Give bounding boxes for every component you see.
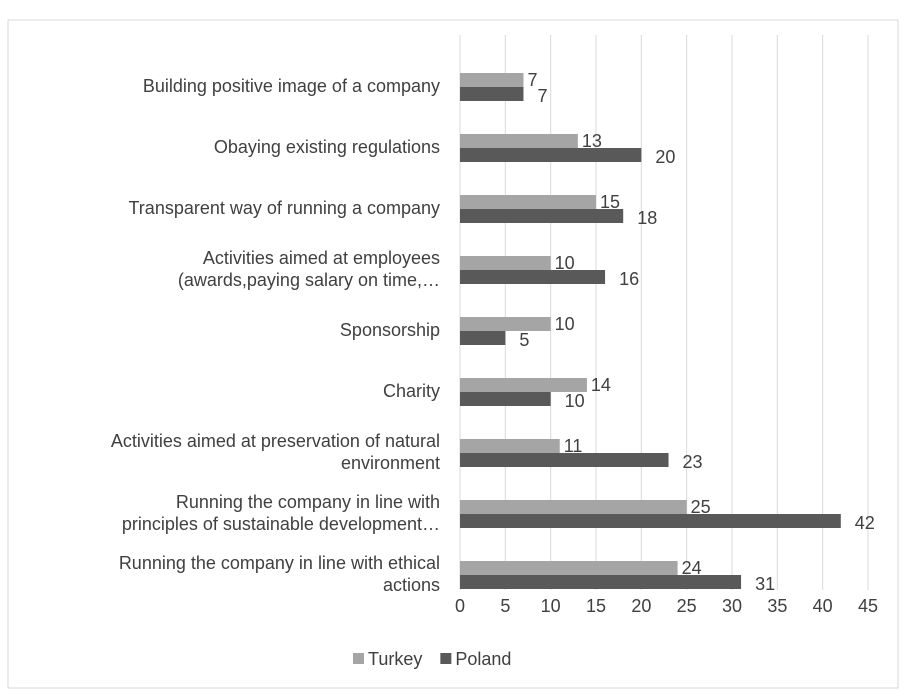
data-label: 7 [537,86,547,106]
data-label: 31 [755,574,775,594]
data-label: 25 [691,497,711,517]
x-tick-label: 45 [858,596,878,616]
bar [460,209,624,223]
bar [460,134,578,148]
x-tick-label: 30 [722,596,742,616]
bar [460,514,841,528]
data-label: 16 [619,269,639,289]
bar [460,439,560,453]
data-label: 7 [527,70,537,90]
data-label: 42 [855,513,875,533]
y-tick-label: Running the company in line with ethical… [119,553,440,595]
y-tick-label: Transparent way of running a company [128,198,440,218]
chart-frame [7,19,899,689]
data-label: 18 [637,208,657,228]
y-tick-label: Charity [383,381,440,401]
bar [460,270,606,284]
data-label: 23 [683,452,703,472]
y-tick-label: Activities aimed at employees (awards,pay… [178,248,440,290]
y-tick-label: Building positive image of a company [143,76,440,96]
y-tick-label: Activities aimed at preservation of natu… [111,431,440,473]
data-label: 15 [600,192,620,212]
bar [460,256,551,270]
bar [460,453,669,467]
bar [460,73,524,87]
bar [460,575,742,589]
x-tick-label: 25 [677,596,697,616]
x-tick-label: 15 [586,596,606,616]
x-tick-label: 35 [767,596,787,616]
x-tick-label: 40 [813,596,833,616]
bar [460,148,642,162]
bar [460,392,551,406]
data-label: 24 [682,558,702,578]
legend-label: Turkey [368,649,422,669]
data-label: 10 [565,391,585,411]
bar [460,195,596,209]
legend-label: Poland [455,649,511,669]
x-tick-label: 5 [500,596,510,616]
data-label: 13 [582,131,602,151]
data-label: 20 [655,147,675,167]
bar [460,500,687,514]
y-tick-label: Sponsorship [340,320,440,340]
x-tick-label: 20 [631,596,651,616]
y-tick-label: Obaying existing regulations [214,137,440,157]
legend-swatch [353,653,364,664]
bar [460,331,506,345]
x-tick-label: 10 [541,596,561,616]
bar [460,317,551,331]
y-tick-label: Running the company in line with principl… [122,492,440,534]
bar [460,561,678,575]
data-label: 10 [555,314,575,334]
bar [460,378,587,392]
x-tick-label: 0 [455,596,465,616]
data-label: 14 [591,375,611,395]
data-label: 10 [555,253,575,273]
data-label: 5 [519,330,529,350]
legend-swatch [440,653,452,664]
bar [460,87,524,101]
data-label: 11 [564,436,583,456]
